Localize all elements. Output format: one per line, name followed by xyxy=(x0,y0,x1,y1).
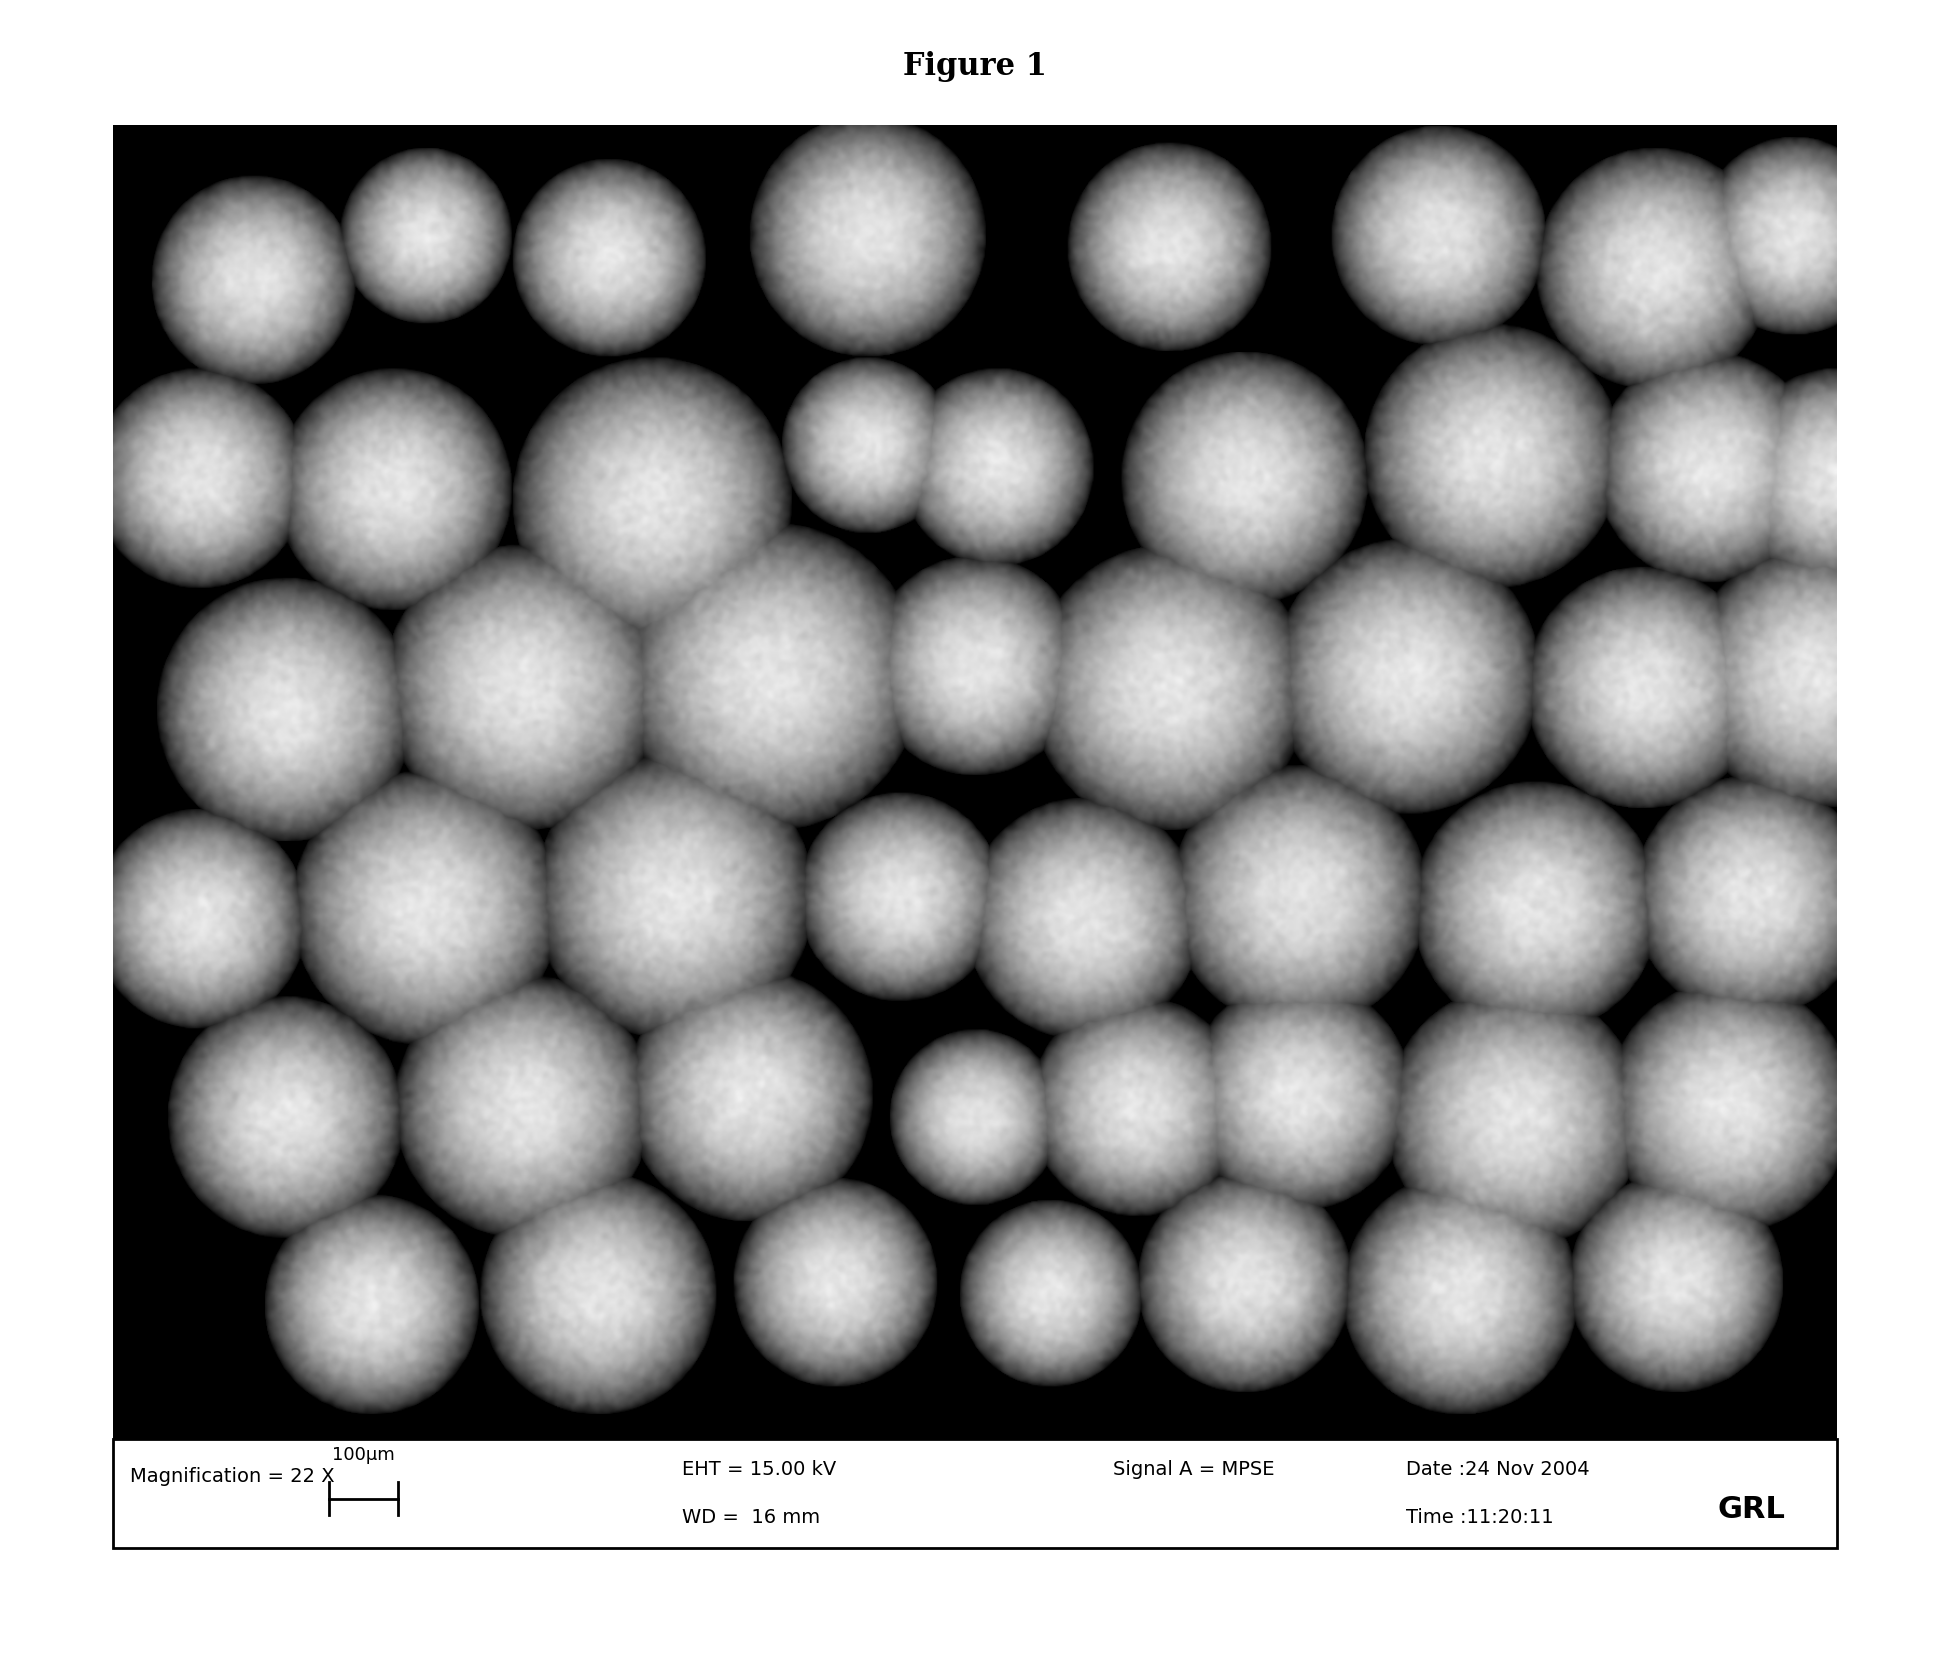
Text: Magnification = 22 X: Magnification = 22 X xyxy=(131,1467,335,1486)
Text: Figure 1: Figure 1 xyxy=(903,52,1047,82)
Text: Date :24 Nov 2004: Date :24 Nov 2004 xyxy=(1406,1461,1589,1479)
Text: 100μm: 100μm xyxy=(332,1445,394,1464)
Text: Signal A = MPSE: Signal A = MPSE xyxy=(1113,1461,1275,1479)
Text: GRL: GRL xyxy=(1718,1496,1784,1524)
Text: Time :11:20:11: Time :11:20:11 xyxy=(1406,1507,1554,1526)
Text: EHT = 15.00 kV: EHT = 15.00 kV xyxy=(682,1461,837,1479)
Text: WD =  16 mm: WD = 16 mm xyxy=(682,1507,821,1526)
